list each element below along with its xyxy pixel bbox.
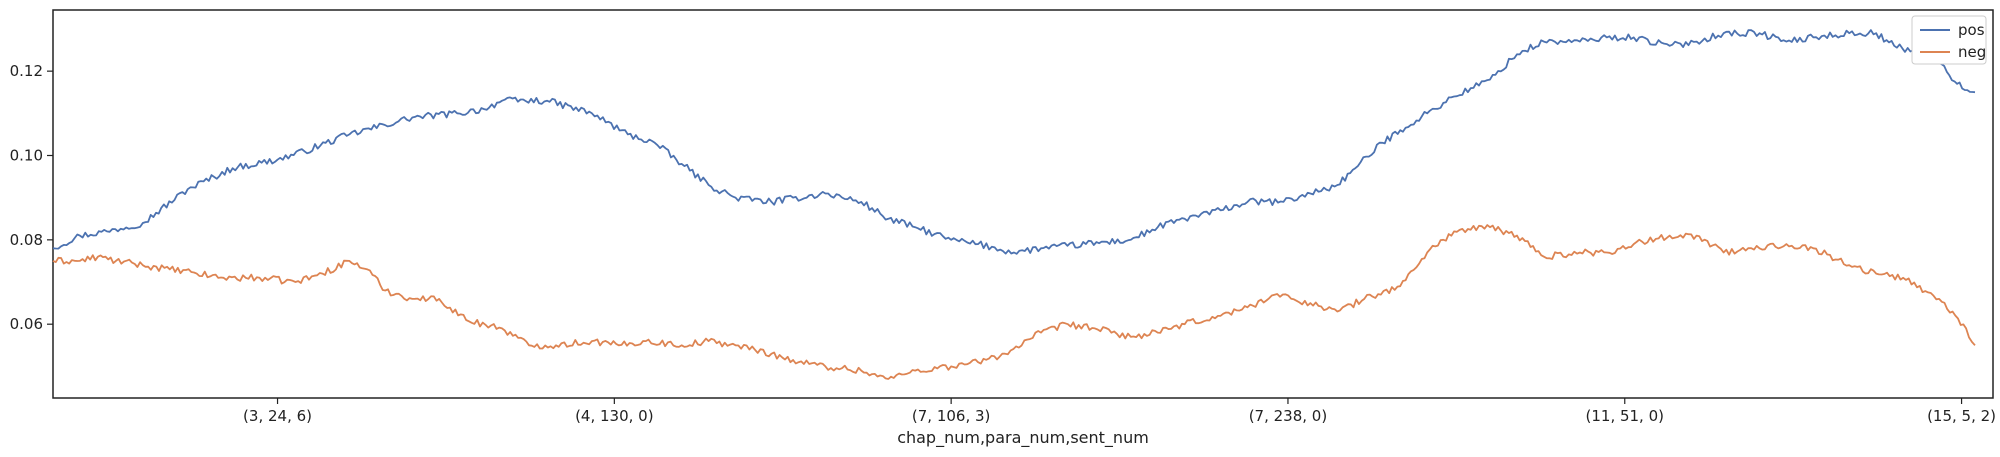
legend-label-pos: pos bbox=[1958, 21, 1985, 39]
legend: pos neg bbox=[1911, 15, 1987, 65]
legend-label-neg: neg bbox=[1958, 43, 1986, 61]
y-tick-label-2: 0.10 bbox=[10, 147, 43, 165]
x-tick-label-0: (3, 24, 6) bbox=[243, 407, 312, 425]
x-axis-label: chap_num,para_num,sent_num bbox=[897, 428, 1149, 448]
x-tick-label-1: (4, 130, 0) bbox=[575, 407, 654, 425]
x-tick-label-2: (7, 106, 3) bbox=[912, 407, 991, 425]
y-tick-label-0: 0.06 bbox=[10, 315, 43, 333]
y-axis: 0.06 0.08 0.10 0.12 bbox=[10, 62, 53, 333]
x-axis: (3, 24, 6) (4, 130, 0) (7, 106, 3) (7, 238,… bbox=[243, 398, 1996, 425]
series-layer bbox=[52, 29, 1976, 380]
series-line-pos bbox=[52, 29, 1976, 255]
plot-frame bbox=[52, 9, 1994, 399]
series-line-neg bbox=[52, 224, 1976, 380]
x-tick-label-3: (7, 238, 0) bbox=[1249, 407, 1328, 425]
y-tick-label-3: 0.12 bbox=[10, 62, 43, 80]
y-tick-label-1: 0.08 bbox=[10, 231, 43, 249]
x-tick-label-4: (11, 51, 0) bbox=[1586, 407, 1665, 425]
x-tick-label-5: (15, 5, 2) bbox=[1927, 407, 1996, 425]
